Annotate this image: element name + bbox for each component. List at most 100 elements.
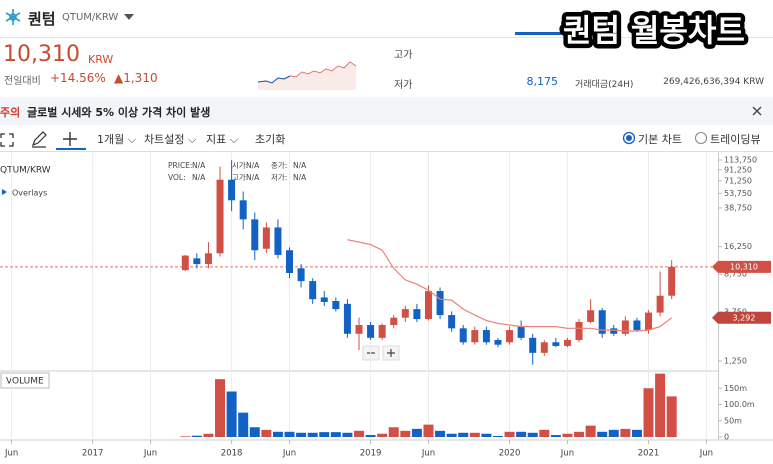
info-text: N/A [293,161,307,170]
volume-bar [527,432,538,437]
candle-body [621,320,629,334]
toolbar-icons [0,131,773,152]
volume-bar [585,425,596,437]
info-text: N/A [246,173,260,182]
info-text: N/A [192,173,206,182]
close-button[interactable] [752,106,762,116]
settings-menu[interactable]: 차트설정 ⌵ [144,133,197,146]
interval-select[interactable]: 1개월 ⌵ [97,133,137,146]
x-tick-label: Jun [699,449,713,459]
zoom-out[interactable] [362,345,380,361]
basic-chart-option[interactable]: 기본 차트 [638,133,682,146]
volume-title: VOLUME [6,377,44,387]
candle-body [552,342,560,346]
currency: KRW [88,53,114,66]
candle-body [448,315,456,329]
volume-bar [238,412,249,437]
candle-body [181,255,189,271]
volume-bar [620,428,631,437]
chart-title: QTUM/KRW [0,166,51,176]
candle-body [575,321,583,340]
volume-bar [272,431,283,437]
price: 10,310 [3,42,80,67]
coin-name: 퀀텀 [28,10,56,28]
y-tick-label: 8,750 [724,270,747,279]
candle-body [471,330,479,343]
candle-body [436,291,444,316]
indicators: 지표 [206,133,227,146]
sparkline [257,61,357,90]
candle-body [204,253,212,265]
volume-bar [307,432,318,437]
candle-body [482,330,490,343]
candle-body [193,258,201,265]
candle-body [645,312,653,331]
info-text: N/A [192,161,206,170]
candle-body [529,337,537,353]
candle-body [390,317,398,326]
reset-button[interactable]: 초기화 [255,133,286,146]
x-tick-label: Jun [143,449,157,459]
y-tick-label: 100.0m [724,400,755,409]
ma-tag: 3,292 [733,313,756,322]
candle-body [262,227,270,249]
candle-body [401,309,409,318]
volume-bar [191,435,202,437]
volume-bar [284,431,295,437]
volume-bar [446,433,457,437]
y-tick-label: 1,250 [724,356,747,365]
coin-logo [5,9,21,25]
y-tick-label: 53,750 [724,189,752,198]
candle-body [656,295,664,313]
info-text: VOL: [168,173,186,182]
volume-bar [215,379,226,437]
candle-body [540,342,548,353]
volume-bar [180,436,191,437]
y-tick-label: 91,250 [724,165,752,174]
overlays-toggle[interactable]: Overlays [12,189,47,198]
x-tick-label: 2017 [82,449,104,459]
dropdown-arrow[interactable] [124,13,134,21]
candle-body [506,330,514,343]
turnover-label: 거래대금(24H) [575,80,634,90]
candle-body [413,309,421,320]
volume-bar [388,427,399,437]
x-tick-label: 2020 [499,449,521,459]
volume-bar [296,432,307,437]
high-label: 고가 [394,50,413,61]
candle-body [239,200,247,220]
candle-body [355,325,363,334]
candle-body [517,326,525,338]
candle-body [494,339,502,345]
price-tag: 10,310 [730,262,758,271]
candle-body [332,300,340,310]
zoom-in[interactable] [382,345,400,361]
tradingview-option[interactable]: 트레이딩뷰 [710,133,761,146]
turnover-value: 269,426,636,394 KRW [663,77,764,87]
low-label: 저가 [394,80,413,91]
divider [0,37,773,38]
overlay-title-layer: 퀀텀 월봉차트 [559,9,750,54]
coin-pair[interactable]: QTUM/KRW [62,12,119,23]
candle-body [668,266,676,296]
candle-body [459,328,467,343]
overlays-arrow[interactable] [2,189,7,195]
y-tick-label: 16,250 [724,242,752,251]
volume-bar [562,433,573,437]
info-text: 시가: [232,161,248,170]
candle-body [297,268,305,282]
x-tick-label: Jun [560,449,574,459]
indicators-menu[interactable]: 지표 ⌵ [206,133,239,146]
candle-body [343,303,351,334]
volume-bar [492,436,503,437]
volume-bar [249,427,260,437]
candle-body [367,325,375,338]
y-tick-label: 71,250 [724,176,752,185]
volume-bar [411,428,422,437]
price-tag-bg [712,260,771,273]
volume-bar [550,435,561,437]
volume-bar [655,373,666,437]
candle-body [633,320,641,331]
volume-bar [481,433,492,437]
